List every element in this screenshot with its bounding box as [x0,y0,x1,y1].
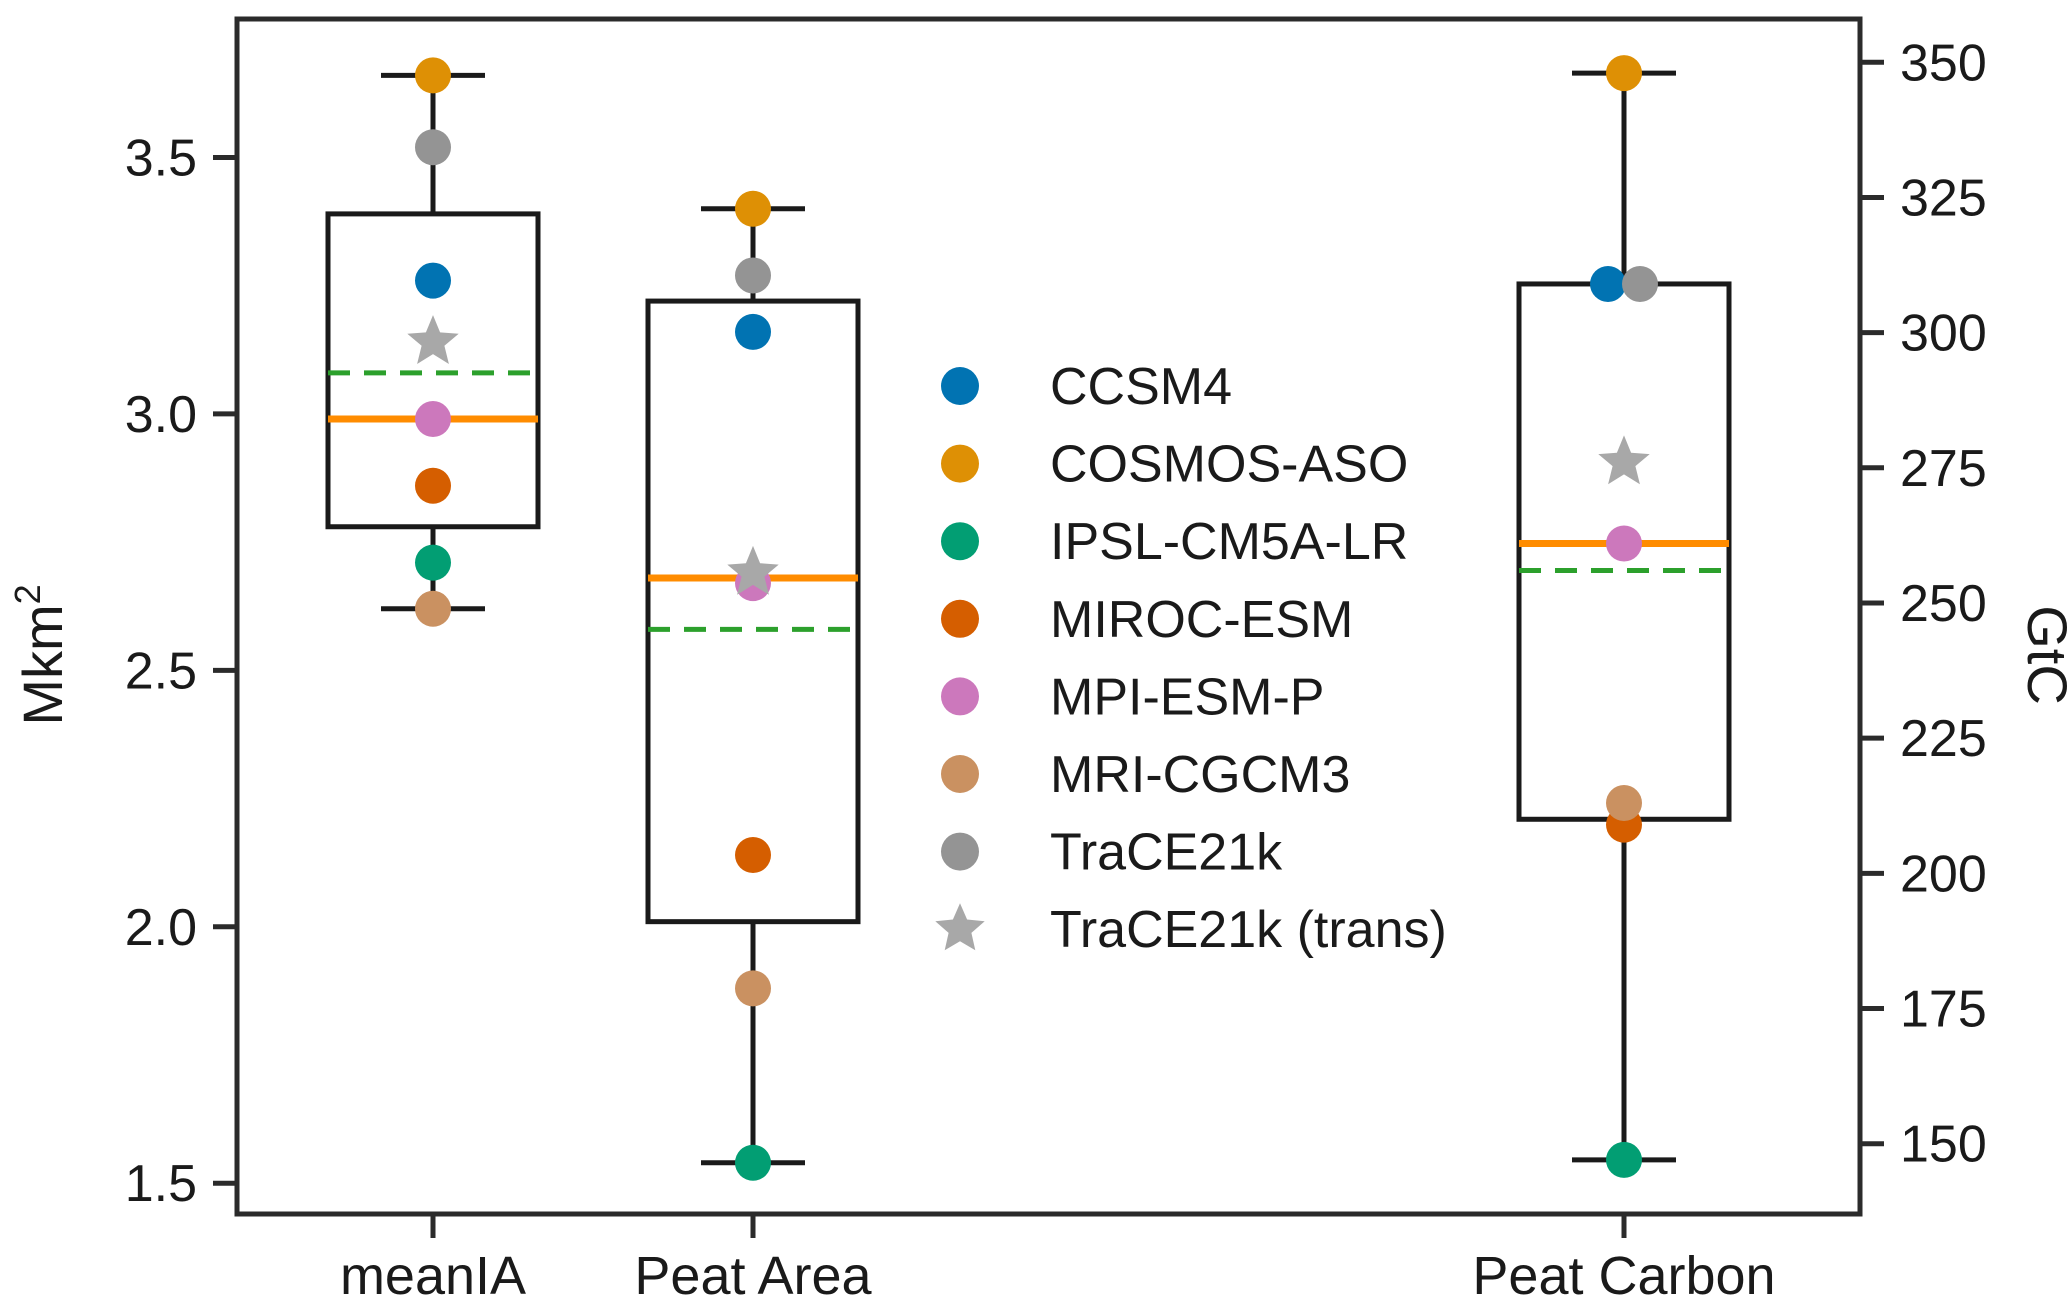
legend-label: CCSM4 [1050,358,1232,416]
legend-item-miroc-esm: MIROC-ESM [941,591,1353,649]
point-mri-cgcm3-peat-carbon [1606,785,1642,822]
left-axis-tick-label: 3.0 [125,386,197,444]
legend-label: MRI-CGCM3 [1050,746,1350,804]
point-ipsl-cm5a-lr-peat-carbon [1606,1141,1642,1178]
right-axis-tick-label: 350 [1900,34,1987,92]
boxplot-peat-area [645,190,861,1181]
legend-item-mri-cgcm3: MRI-CGCM3 [941,746,1350,804]
legend-marker-circle [941,444,979,483]
legend-label: COSMOS-ASO [1050,436,1408,494]
point-ipsl-cm5a-lr-meania [415,544,451,581]
legend-marker-circle [941,599,979,638]
point-trace21k-trans-meania [407,315,459,364]
right-axis-tick-label: 150 [1900,1116,1987,1174]
legend-label: MIROC-ESM [1050,591,1353,649]
legend-marker-star [935,903,985,951]
point-cosmos-aso-peat-carbon [1606,55,1642,92]
left-axis-tick-label: 2.5 [125,642,197,700]
legend-label: MPI-ESM-P [1050,668,1324,726]
x-axis-category-label-peat-area: Peat Area [634,1246,872,1304]
legend-label: IPSL-CM5A-LR [1050,513,1408,571]
point-miroc-esm-peat-area [735,836,771,873]
right-axis-tick-label: 200 [1900,845,1987,903]
right-axis-tick-label: 325 [1900,169,1987,227]
left-axis-tick-label: 1.5 [125,1155,197,1213]
right-axis-tick-label: 300 [1900,305,1987,363]
point-trace21k-meania [415,129,451,166]
point-ccsm4-peat-area [735,313,771,350]
legend-item-cosmos-aso: COSMOS-ASO [941,436,1408,494]
point-mri-cgcm3-meania [415,590,451,627]
right-axis-tick-label: 175 [1900,981,1987,1039]
point-miroc-esm-meania [415,467,451,504]
left-axis-tick-label: 3.5 [125,129,197,187]
legend-label: TraCE21k [1050,824,1283,882]
legend-item-ipsl-cm5a-lr: IPSL-CM5A-LR [941,513,1408,571]
right-axis-tick-label: 225 [1900,710,1987,768]
x-axis-category-label-meania: meanIA [340,1246,526,1304]
point-mri-cgcm3-peat-area [735,970,771,1007]
point-cosmos-aso-meania [415,57,451,94]
legend-item-ccsm4: CCSM4 [941,358,1232,416]
point-mpi-esm-p-peat-carbon [1606,525,1642,562]
legend-marker-circle [941,755,979,793]
point-trace21k-trans-peat-area [727,545,779,595]
boxplot-meania [325,57,541,627]
x-axis-category-label-peat-carbon: Peat Carbon [1472,1246,1775,1304]
point-trace21k-peat-area [735,257,771,294]
right-axis-tick-label: 250 [1900,575,1987,633]
point-ccsm4-meania [415,262,451,299]
iqr-box [645,298,861,925]
legend-item-mpi-esm-p: MPI-ESM-P [941,668,1324,726]
legend: CCSM4 COSMOS-ASO IPSL-CM5A-LR MIROC-ESM MPI-… [935,358,1447,959]
left-axis-tick-label: 2.0 [125,899,197,957]
right-axis-title: GtC [2016,605,2067,705]
legend-marker-circle [941,367,979,405]
legend-item-trace21k: TraCE21k [941,824,1283,882]
legend-marker-circle [941,832,979,871]
point-ipsl-cm5a-lr-peat-area [735,1144,771,1181]
boxplot-peat-carbon [1516,55,1732,1178]
point-cosmos-aso-peat-area [735,190,771,227]
legend-marker-circle [941,522,979,561]
point-mpi-esm-p-meania [415,401,451,438]
point-ccsm4-peat-carbon [1590,265,1626,302]
point-trace21k-peat-carbon [1622,265,1658,302]
legend-item-trace21k-trans: TraCE21k (trans) [935,901,1447,959]
legend-label: TraCE21k (trans) [1050,901,1447,959]
right-axis-tick-label: 275 [1900,440,1987,498]
left-axis-title: Mkm2 [7,584,74,725]
legend-marker-circle [941,677,979,716]
point-trace21k-trans-peat-carbon [1598,435,1650,485]
